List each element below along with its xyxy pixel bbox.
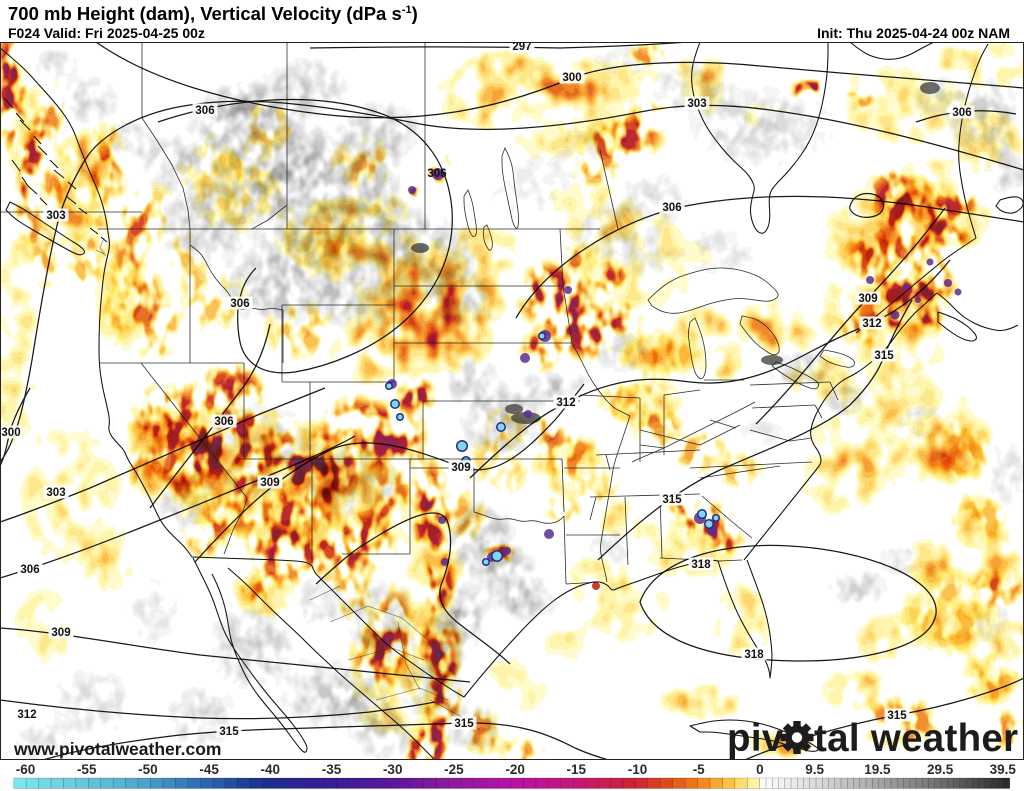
svg-text:-25: -25: [444, 762, 464, 777]
svg-text:-15: -15: [567, 762, 587, 777]
svg-text:312: 312: [862, 318, 881, 330]
svg-text:309: 309: [858, 293, 877, 305]
svg-text:-5: -5: [693, 762, 705, 777]
svg-text:315: 315: [662, 494, 682, 506]
svg-text:-45: -45: [199, 762, 219, 777]
svg-text:297: 297: [512, 42, 531, 53]
svg-text:306: 306: [952, 107, 971, 119]
svg-text:315: 315: [219, 726, 239, 738]
svg-text:300: 300: [562, 72, 581, 84]
svg-text:-20: -20: [505, 762, 525, 777]
svg-text:tal weather: tal weather: [814, 717, 1018, 760]
svg-text:300: 300: [1, 427, 20, 439]
svg-text:315: 315: [454, 718, 474, 730]
svg-text:-60: -60: [16, 762, 36, 777]
svg-text:-50: -50: [138, 762, 158, 777]
svg-text:0: 0: [756, 762, 764, 777]
svg-text:piv: piv: [727, 717, 784, 760]
svg-text:309: 309: [451, 462, 470, 474]
svg-text:306: 306: [662, 202, 681, 214]
svg-text:29.5: 29.5: [927, 762, 954, 777]
svg-text:312: 312: [17, 709, 36, 721]
svg-text:306: 306: [195, 105, 214, 117]
svg-text:306: 306: [230, 298, 249, 310]
svg-text:-30: -30: [383, 762, 403, 777]
svg-text:315: 315: [874, 350, 894, 362]
svg-text:www.pivotalweather.com: www.pivotalweather.com: [13, 739, 221, 759]
svg-text:306: 306: [427, 168, 446, 180]
svg-text:306: 306: [20, 564, 39, 576]
svg-text:19.5: 19.5: [864, 762, 891, 777]
svg-text:309: 309: [260, 477, 279, 489]
svg-text:318: 318: [691, 559, 711, 571]
svg-text:315: 315: [887, 710, 907, 722]
svg-text:306: 306: [214, 416, 233, 428]
svg-text:303: 303: [46, 210, 65, 222]
svg-text:-10: -10: [628, 762, 648, 777]
svg-text:312: 312: [556, 397, 575, 409]
svg-text:-40: -40: [261, 762, 281, 777]
svg-text:39.5: 39.5: [990, 762, 1017, 777]
svg-text:9.5: 9.5: [805, 762, 824, 777]
svg-text:-35: -35: [322, 762, 342, 777]
svg-text:318: 318: [744, 649, 764, 661]
svg-text:-55: -55: [77, 762, 97, 777]
svg-text:303: 303: [46, 487, 65, 499]
svg-text:303: 303: [687, 98, 706, 110]
svg-text:309: 309: [51, 627, 70, 639]
